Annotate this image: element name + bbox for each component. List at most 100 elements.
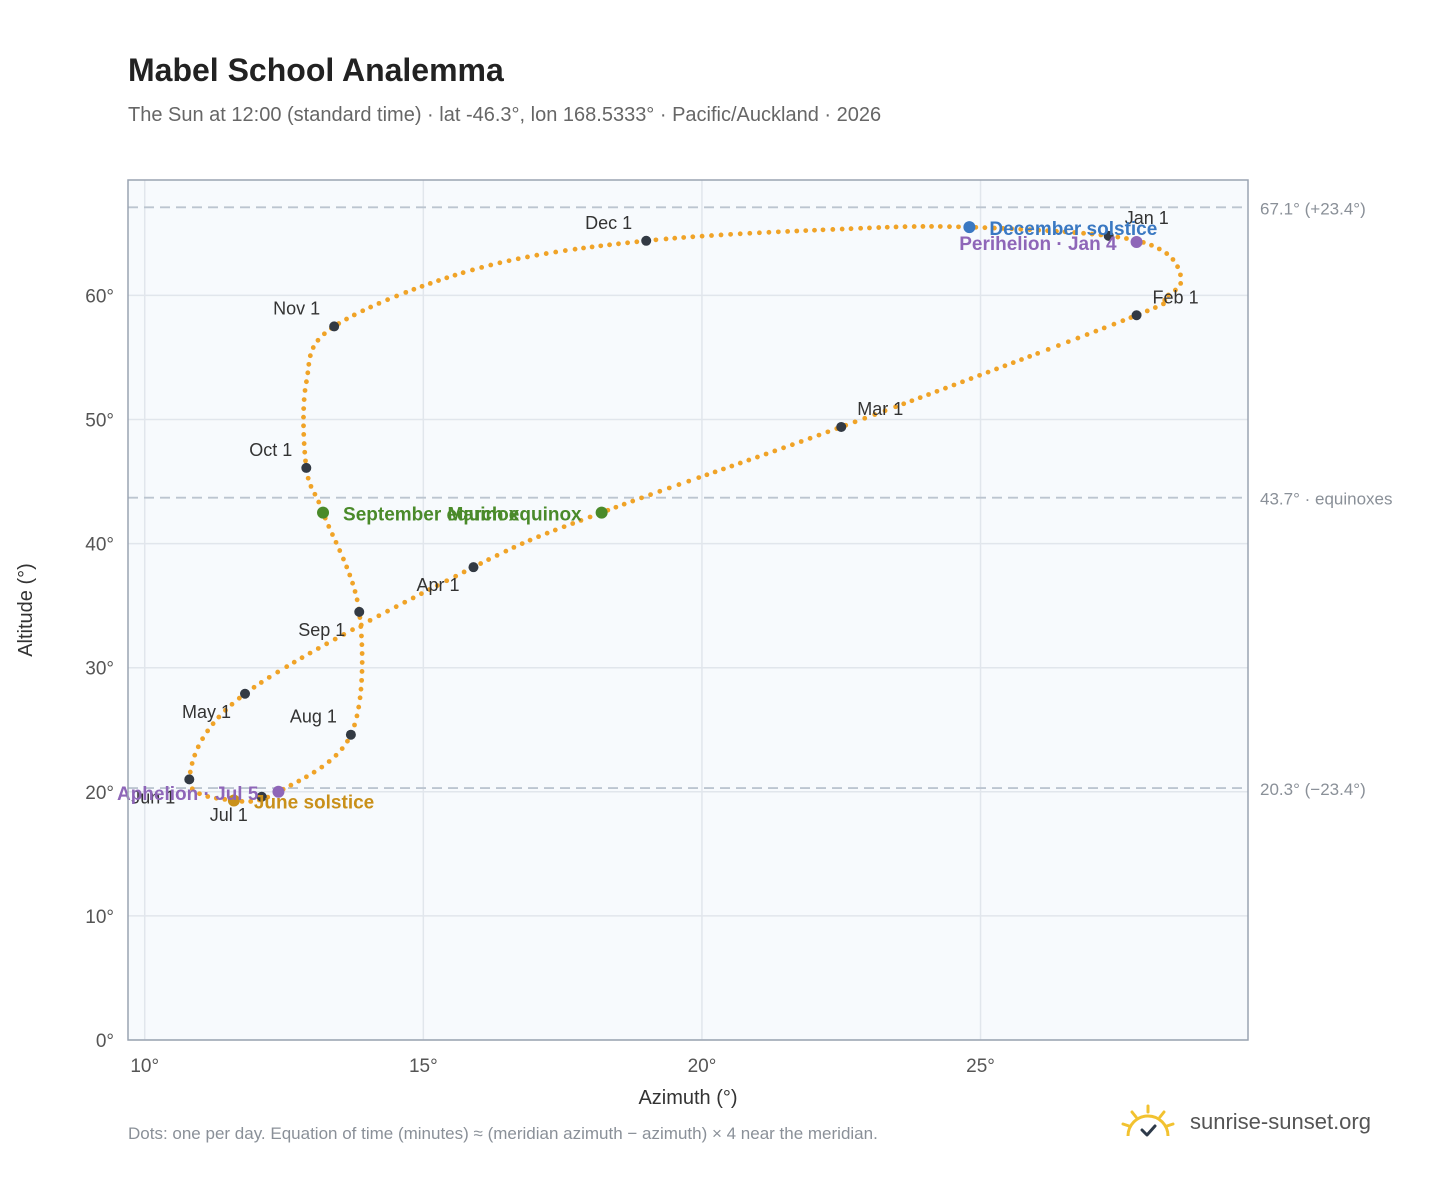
curve-dot <box>1065 339 1071 345</box>
month-marker <box>240 688 251 699</box>
event-marker <box>595 506 608 519</box>
curve-dot <box>479 265 485 270</box>
curve-dot <box>316 499 322 505</box>
curve-dot <box>1002 363 1008 369</box>
month-label: Nov 1 <box>273 298 320 318</box>
sun-logo-icon <box>1121 1104 1175 1137</box>
curve-dot <box>858 225 864 231</box>
curve-dot <box>359 677 365 683</box>
curve-dot <box>299 655 305 661</box>
curve-dot <box>1111 321 1117 327</box>
curve-dot <box>358 624 364 629</box>
curve-dot <box>789 442 795 448</box>
curve-dot <box>311 769 317 775</box>
curve-dot <box>444 578 450 584</box>
curve-dot <box>333 752 339 758</box>
curve-dot <box>839 226 845 232</box>
curve-dot <box>360 308 366 314</box>
curve-dot <box>648 492 653 498</box>
curve-dot <box>872 412 878 417</box>
curve-dot <box>825 429 831 435</box>
month-marker <box>1103 230 1114 241</box>
curve-dot <box>1075 335 1081 341</box>
curve-dot <box>356 704 362 710</box>
curve-dot <box>937 224 943 229</box>
plot-background <box>128 180 1248 1040</box>
footer-note: Dots: one per day. Equation of time (min… <box>128 1124 878 1143</box>
event-label: December solstice <box>989 219 1157 240</box>
curve-dot <box>1093 328 1099 334</box>
curve-dot <box>525 254 530 260</box>
curve-dot <box>901 401 907 407</box>
curve-dot <box>410 595 416 601</box>
reference-line-label: 20.3° (−23.4°) <box>1260 780 1366 799</box>
curve-dot <box>709 233 714 238</box>
curve-dot <box>308 483 314 489</box>
y-tick-label: 60° <box>85 286 114 307</box>
curve-dot <box>197 791 202 797</box>
curve-dot <box>613 504 619 510</box>
curve-dot <box>657 488 663 494</box>
curve-dot <box>960 379 965 385</box>
curve-dot <box>1054 228 1059 234</box>
curve-dot <box>929 224 934 229</box>
curve-dot <box>210 721 216 727</box>
curve-dot <box>251 684 257 690</box>
curve-dot <box>985 369 991 375</box>
curve-dot <box>807 435 813 441</box>
curve-dot <box>676 482 682 487</box>
curve-dot <box>994 366 999 372</box>
curve-dot <box>1009 226 1015 232</box>
curve-dot <box>301 397 307 403</box>
x-tick-label: 25° <box>966 1056 995 1077</box>
curve-dot <box>621 501 627 507</box>
curve-dot <box>301 441 307 446</box>
curve-dot <box>301 423 306 429</box>
curve-dot <box>991 225 997 231</box>
curve-dot <box>1045 228 1051 234</box>
curve-dot <box>302 388 308 393</box>
curve-dot <box>223 707 228 713</box>
curve-dot <box>350 627 355 633</box>
curve-dot <box>1055 343 1061 348</box>
month-marker <box>345 729 356 740</box>
brand[interactable]: sunrise-sunset.org <box>1120 1102 1371 1142</box>
month-marker <box>329 321 340 332</box>
curve-dot <box>205 728 211 734</box>
curve-dot <box>411 286 417 292</box>
curve-dot <box>1115 234 1121 240</box>
event-label: September equinox <box>343 505 520 526</box>
curve-dot <box>578 518 584 523</box>
month-marker <box>354 606 365 617</box>
curve-dot <box>315 646 321 651</box>
curve-dot <box>968 376 974 381</box>
curve-dot <box>718 232 724 238</box>
curve-dot <box>205 794 211 799</box>
curve-dot <box>385 297 391 303</box>
curve-dot <box>310 345 316 350</box>
curve-dot <box>876 225 882 230</box>
month-marker <box>641 235 652 246</box>
curve-dot <box>359 651 365 656</box>
curve-dot <box>1156 246 1162 252</box>
curve-dot <box>1166 292 1171 298</box>
event-marker <box>963 221 976 234</box>
curve-dot <box>737 460 743 466</box>
month-label: Feb 1 <box>1153 287 1199 307</box>
reference-line-label: 43.7° · equinoxes <box>1260 490 1393 509</box>
x-tick-label: 15° <box>409 1056 438 1077</box>
curve-dot <box>453 573 459 579</box>
curve-dot <box>666 485 672 491</box>
curve-dot <box>189 761 195 766</box>
curve-dot <box>302 449 308 455</box>
curve-dot <box>324 641 330 647</box>
curve-dot <box>419 283 425 289</box>
curve-dot <box>354 713 360 719</box>
curve-dot <box>296 778 302 784</box>
month-marker <box>256 791 267 802</box>
curve-dot <box>681 235 687 240</box>
curve-dot <box>781 445 786 451</box>
curve-dot <box>359 642 365 648</box>
month-marker <box>468 562 479 573</box>
